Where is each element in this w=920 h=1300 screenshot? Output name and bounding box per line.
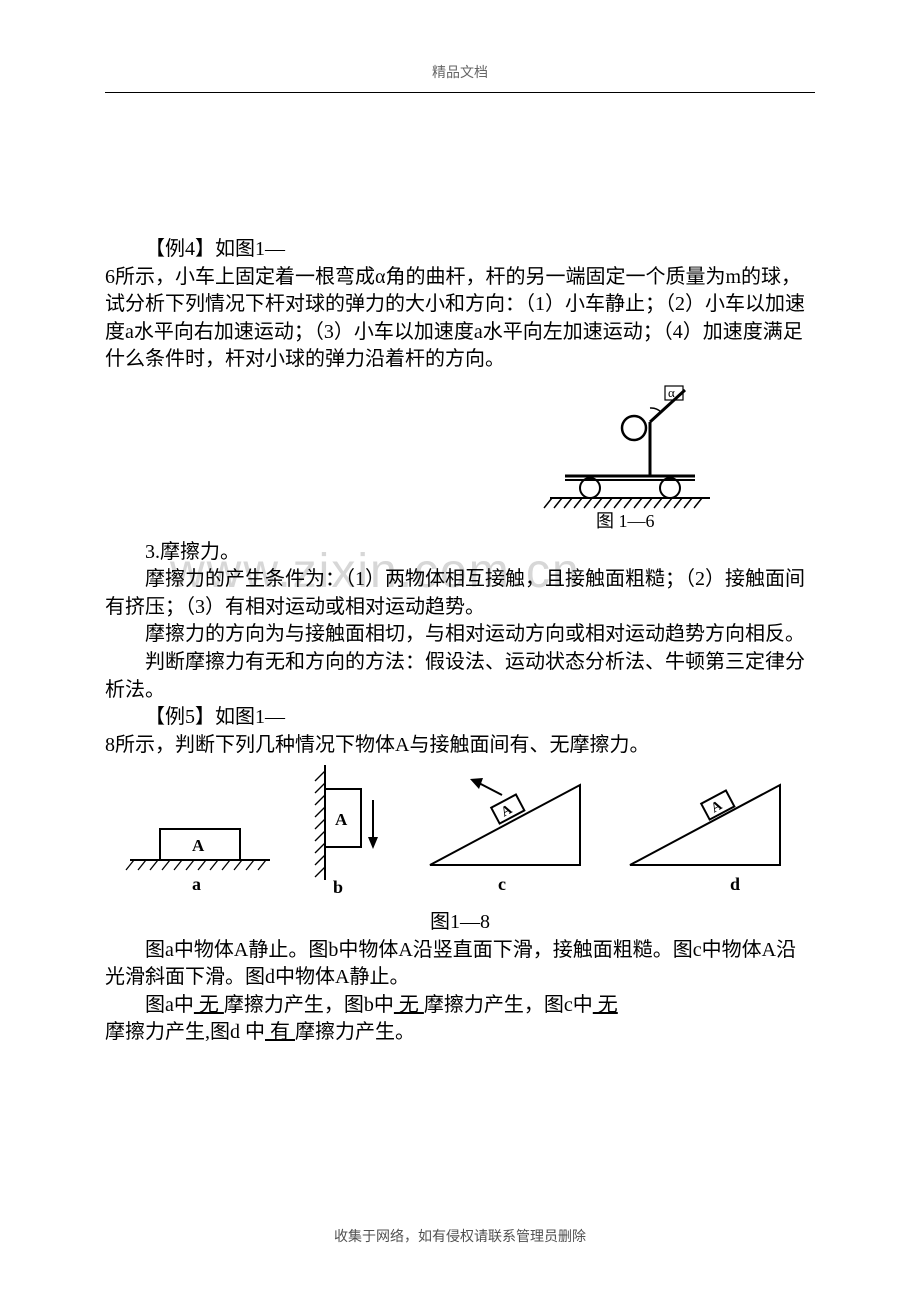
figure-1-6-label: 图 1—6	[596, 511, 655, 530]
ans-d: 有	[265, 1021, 295, 1043]
friction-heading-line: 3.摩擦力。	[105, 539, 815, 567]
ans-mid-a: 摩擦力产生，图b中	[224, 994, 394, 1016]
friction-conditions: 摩擦力的产生条件为：（1）两物体相互接触，且接触面粗糙；（2）接触面间有挤压；（…	[105, 568, 805, 618]
page-header: 精品文档	[0, 62, 920, 82]
friction-method: 判断摩擦力有无和方向的方法：假设法、运动状态分析法、牛顿第三定律分析法。	[105, 651, 805, 701]
svg-text:a: a	[192, 874, 201, 894]
ans-a-prefix: 图a中	[145, 994, 194, 1016]
example5-title: 【例5】如图1—	[145, 706, 285, 728]
example4-title: 【例4】如图1—	[145, 238, 285, 260]
svg-text:c: c	[498, 874, 506, 894]
example5-answers-line2: 摩擦力产生,图d 中 有 摩擦力产生。	[105, 1019, 815, 1047]
figure-1-8-svg: A a A b	[120, 765, 800, 900]
example4-body: 6所示，小车上固定着一根弯成α角的曲杆，杆的另一端固定一个质量为m的球，试分析下…	[105, 264, 815, 374]
figure-1-6-svg: α 图 1—6	[540, 380, 720, 530]
svg-text:A: A	[335, 810, 348, 829]
example4-title-line: 【例4】如图1—	[105, 236, 815, 264]
ans-d-prefix: 摩擦力产生,图d 中	[105, 1021, 265, 1043]
example5-desc-line: 图a中物体A静止。图b中物体A沿竖直面下滑，接触面粗糙。图c中物体A沿光滑斜面下…	[105, 937, 815, 992]
friction-heading: 3.摩擦力。	[145, 541, 240, 563]
svg-text:A: A	[192, 836, 205, 855]
friction-direction: 摩擦力的方向为与接触面相切，与相对运动方向或相对运动趋势方向相反。	[145, 623, 805, 645]
friction-conditions-line: 摩擦力的产生条件为：（1）两物体相互接触，且接触面粗糙；（2）接触面间有挤压；（…	[105, 566, 815, 621]
ans-mid-b: 摩擦力产生，图c中	[424, 994, 593, 1016]
friction-method-line: 判断摩擦力有无和方向的方法：假设法、运动状态分析法、牛顿第三定律分析法。	[105, 649, 815, 704]
svg-text:α: α	[668, 385, 675, 400]
figure-1-8-label: 图1—8	[105, 909, 815, 937]
page-footer: 收集于网络，如有侵权请联系管理员删除	[0, 1226, 920, 1246]
example5-answers-line1: 图a中 无 摩擦力产生，图b中 无 摩擦力产生，图c中 无	[105, 992, 815, 1020]
main-content: 【例4】如图1— 6所示，小车上固定着一根弯成α角的曲杆，杆的另一端固定一个质量…	[105, 236, 815, 1047]
svg-text:d: d	[730, 874, 740, 894]
document-page: 精品文档 www.zixin.com.cn 【例4】如图1— 6所示，小车上固定…	[0, 0, 920, 1300]
ans-b: 无	[394, 994, 424, 1016]
example5-body: 8所示，判断下列几种情况下物体A与接触面间有、无摩擦力。	[105, 732, 815, 760]
figure-1-8: A a A b	[105, 765, 815, 936]
ans-d-suffix: 摩擦力产生。	[295, 1021, 415, 1043]
ans-c: 无	[593, 994, 618, 1016]
ans-a: 无	[194, 994, 224, 1016]
friction-direction-line: 摩擦力的方向为与接触面相切，与相对运动方向或相对运动趋势方向相反。	[105, 621, 815, 649]
header-rule	[105, 92, 815, 93]
figure-1-6: α 图 1—6	[105, 380, 815, 539]
example5-desc: 图a中物体A静止。图b中物体A沿竖直面下滑，接触面粗糙。图c中物体A沿光滑斜面下…	[105, 939, 796, 989]
example5-title-line: 【例5】如图1—	[105, 704, 815, 732]
svg-text:b: b	[333, 877, 343, 897]
